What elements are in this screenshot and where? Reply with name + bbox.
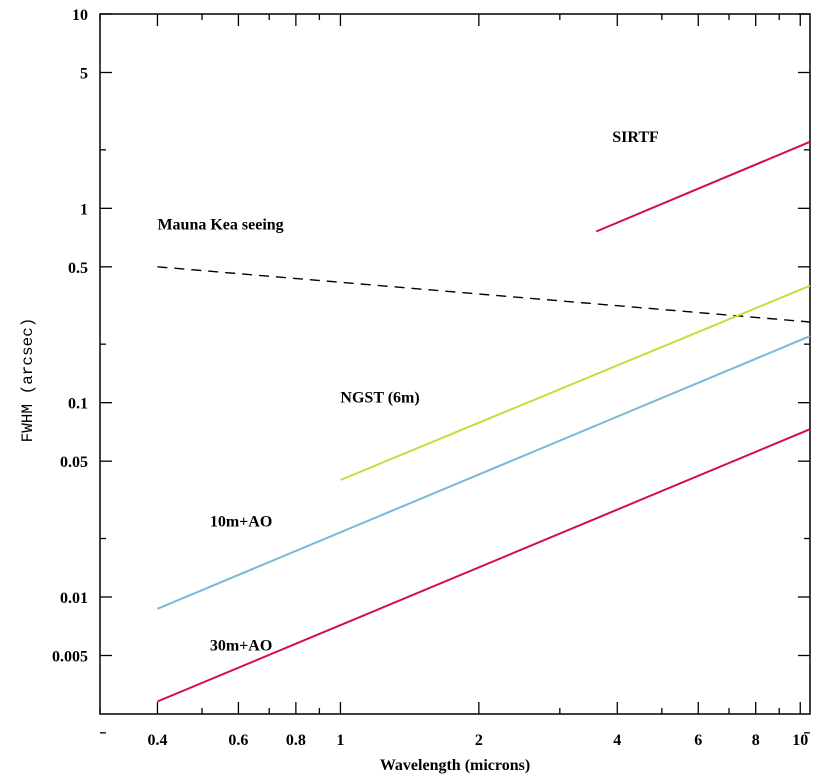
- plot-frame: [99, 13, 811, 715]
- y-tick-label: 0.01: [60, 590, 88, 607]
- x-tick-label: 0.4: [147, 732, 167, 749]
- series-line-ngst-6m: [340, 284, 811, 481]
- series-line-mauna-kea-seeing: [157, 266, 811, 323]
- series-line-sirtf: [595, 140, 811, 233]
- annotation-label: SIRTF: [612, 129, 659, 146]
- y-tick-label: 5: [80, 66, 88, 83]
- annotations: SIRTF Mauna Kea seeing NGST (6m) 10m+AO 30m+…: [157, 129, 659, 655]
- y-axis-label: FWHM (arcsec): [19, 318, 37, 443]
- y-tick-label: 10: [72, 7, 88, 24]
- x-tick-label: 4: [613, 732, 621, 749]
- y-tick-label: 0.1: [68, 396, 88, 413]
- y-tick-label: 0.05: [60, 454, 88, 471]
- series-group: [157, 140, 811, 703]
- series-line-30m-ao: [157, 428, 811, 703]
- x-tick-label: 8: [752, 732, 760, 749]
- x-axis-label: Wavelength (microns): [380, 757, 530, 774]
- annotation-label: Mauna Kea seeing: [157, 216, 283, 233]
- x-tick-label: 6: [694, 732, 702, 749]
- y-tick-label: 0.005: [52, 648, 88, 665]
- y-tick-label: 1: [80, 201, 88, 218]
- x-tick-label: 0.8: [286, 732, 306, 749]
- x-tick-label: 10: [792, 732, 808, 749]
- x-tick-label: 0.6: [228, 732, 248, 749]
- x-tick-label: 1: [336, 732, 344, 749]
- annotation-label: 10m+AO: [210, 514, 272, 531]
- annotation-label: NGST (6m): [340, 390, 419, 407]
- y-tick-label: 0.5: [68, 260, 88, 277]
- x-tick-label: 2: [475, 732, 483, 749]
- annotation-label: 30m+AO: [210, 638, 272, 655]
- series-line-10m-ao: [157, 335, 811, 610]
- tick-labels: 0.4 0.6 0.8 1 2 4 6 8 10 0.005 0.01 0.05 0.1 0.5 1 5 10: [52, 7, 808, 749]
- axis-ticks: [99, 13, 810, 734]
